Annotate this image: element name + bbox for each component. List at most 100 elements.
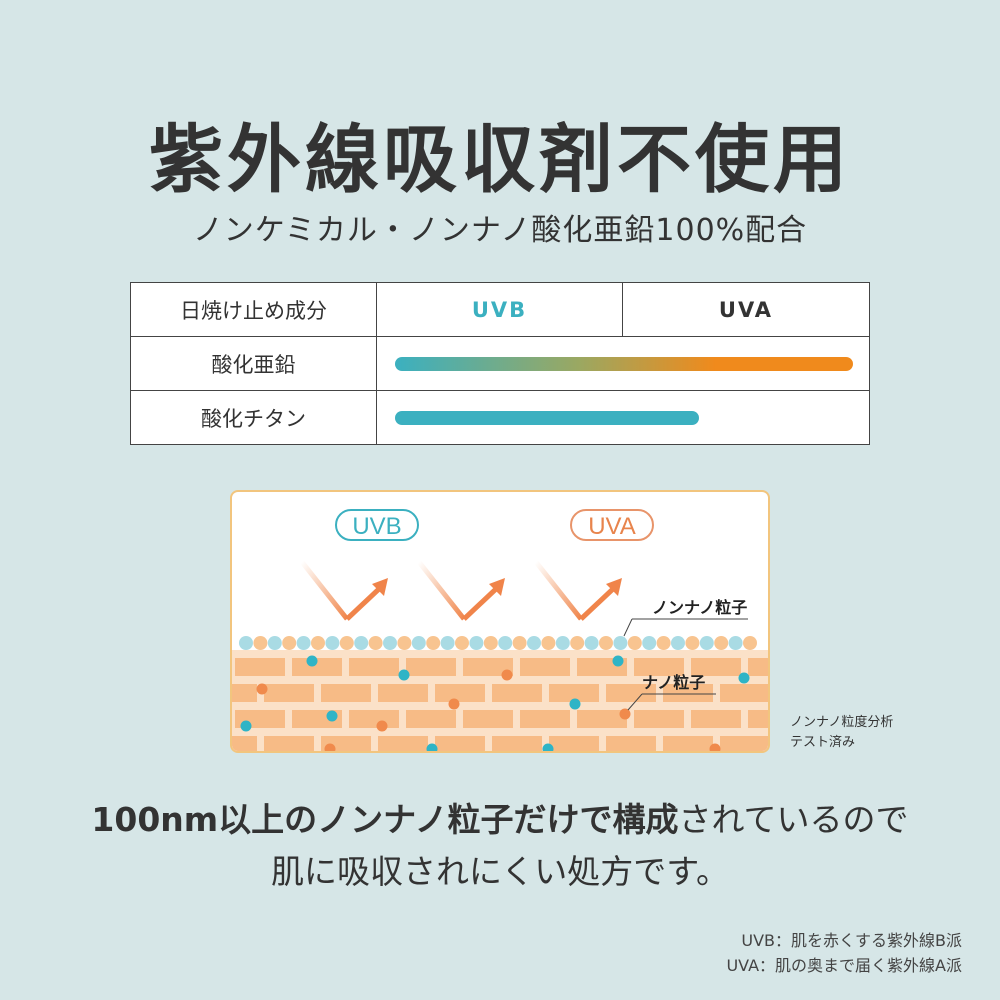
skin-diagram: UVB UVA ノンナノ粒子 ナノ粒子 <box>230 490 770 753</box>
nano-particle-orange <box>448 698 460 710</box>
skin-cell <box>378 684 428 702</box>
nonnano-particle <box>411 636 426 650</box>
arrow-head-icon <box>606 578 622 596</box>
skin-cell <box>406 710 456 728</box>
note-line: ノンナノ粒度分析 <box>790 715 894 730</box>
nano-particle-orange <box>619 708 631 720</box>
skin-cell <box>634 658 684 676</box>
uvb-badge <box>335 509 419 541</box>
nonnano-particle <box>555 636 570 650</box>
nano-particle-blue <box>240 720 252 732</box>
skin-cell <box>492 684 542 702</box>
skin-cell <box>463 710 513 728</box>
skin-cell <box>435 684 485 702</box>
skin-cell <box>406 658 456 676</box>
nonnano-particle <box>325 636 340 650</box>
note-line: テスト済み <box>790 735 856 750</box>
nano-particle-blue <box>612 655 624 667</box>
footnote-uvb: UVB：肌を赤くする紫外線B派 <box>741 931 962 950</box>
skin-cell <box>663 684 713 702</box>
skin-cell <box>691 710 741 728</box>
message-bold: 100nm以上のノンナノ粒子だけで構成 <box>91 800 679 839</box>
skin-cell <box>492 736 542 751</box>
uv-ray-incoming <box>417 560 466 621</box>
uv-ray-reflected <box>462 586 499 621</box>
skin-cell <box>520 710 570 728</box>
message-regular: されているので <box>678 800 909 839</box>
skin-cell <box>549 684 599 702</box>
nano-leader-tick <box>627 693 643 711</box>
nonnano-particle <box>642 636 657 650</box>
skin-cell <box>748 658 768 676</box>
nonnano-particle <box>613 636 628 650</box>
skin-diagram-svg: UVB UVA ノンナノ粒子 ナノ粒子 <box>232 509 768 751</box>
nonnano-particle <box>383 636 397 650</box>
page-subtitle: ノンケミカル・ノンナノ酸化亜鉛100%配合 <box>192 213 808 248</box>
table-row: 酸化チタン <box>131 391 869 445</box>
nonnano-particle <box>671 636 685 650</box>
nano-particle-blue <box>542 743 554 751</box>
nonnano-particle <box>469 636 484 650</box>
message-line-1: 100nm以上のノンナノ粒子だけで構成されているので <box>0 793 1000 841</box>
skin-cell <box>634 710 684 728</box>
arrow-head-icon <box>489 578 505 596</box>
skin-cell <box>232 736 257 751</box>
nonnano-particle <box>455 636 469 650</box>
nonnano-particle <box>397 636 412 650</box>
uv-ray-reflected <box>579 586 616 621</box>
skin-cell <box>378 736 428 751</box>
skin-cell <box>520 658 570 676</box>
arrow-head-icon <box>372 578 388 596</box>
skin-cell <box>435 736 485 751</box>
table-header-row: 日焼け止め成分 UVB UVA <box>131 283 869 337</box>
nonnano-particle <box>368 636 383 650</box>
skin-cell <box>663 736 713 751</box>
nonnano-particle <box>498 636 513 650</box>
row-label: 酸化亜鉛 <box>131 337 377 390</box>
skin-cell <box>549 736 599 751</box>
nano-particle-orange <box>256 683 268 695</box>
nonnano-particle <box>570 636 585 650</box>
skin-cell <box>606 736 656 751</box>
skin-cell <box>748 710 768 728</box>
nonnano-particle <box>239 636 253 650</box>
nonnano-particle <box>426 636 441 650</box>
nonnano-particle <box>656 636 671 650</box>
uva-badge <box>570 509 654 541</box>
nonnano-particle <box>339 636 354 650</box>
skin-cell <box>292 658 342 676</box>
skin-cell <box>691 658 741 676</box>
nonnano-particle <box>296 636 311 650</box>
skin-cell <box>606 684 656 702</box>
skin-cell <box>720 736 768 751</box>
comparison-table: 日焼け止め成分 UVB UVA 酸化亜鉛 酸化チタン <box>130 282 870 445</box>
uv-ray-reflected <box>345 586 382 621</box>
nonnano-leader-tick <box>623 618 633 637</box>
nonnano-particle <box>311 636 325 650</box>
table-row: 酸化亜鉛 <box>131 337 869 391</box>
skin-cell <box>321 684 371 702</box>
skin-cell <box>232 684 257 702</box>
uv-ray-incoming <box>534 560 583 621</box>
nano-particle-blue <box>306 655 318 667</box>
skin-cell <box>349 658 399 676</box>
nonnano-particle <box>728 636 743 650</box>
nano-particle-blue <box>426 743 438 751</box>
nonnano-particle <box>253 636 268 650</box>
footnotes: UVB：肌を赤くする紫外線B派 UVA：肌の奥まで届く紫外線A派 <box>726 928 962 978</box>
page-title: 紫外線吸収剤不使用 <box>149 117 851 203</box>
skin-cell <box>463 658 513 676</box>
coverage-bar-zinc-oxide <box>395 357 853 371</box>
nonnano-label: ノンナノ粒子 <box>652 598 747 617</box>
message-line-2: 肌に吸収されにくい処方です。 <box>270 852 730 891</box>
nano-particle-blue <box>326 710 338 722</box>
nonnano-particle <box>714 636 729 650</box>
skin-cell <box>349 710 399 728</box>
skin-cell <box>235 658 285 676</box>
nonnano-particle <box>584 636 599 650</box>
nonnano-particle <box>627 636 642 650</box>
nano-particle-orange <box>501 669 513 681</box>
nonnano-particle <box>483 636 498 650</box>
header-ingredient: 日焼け止め成分 <box>131 283 377 336</box>
analysis-note: ノンナノ粒度分析 テスト済み <box>790 713 893 753</box>
